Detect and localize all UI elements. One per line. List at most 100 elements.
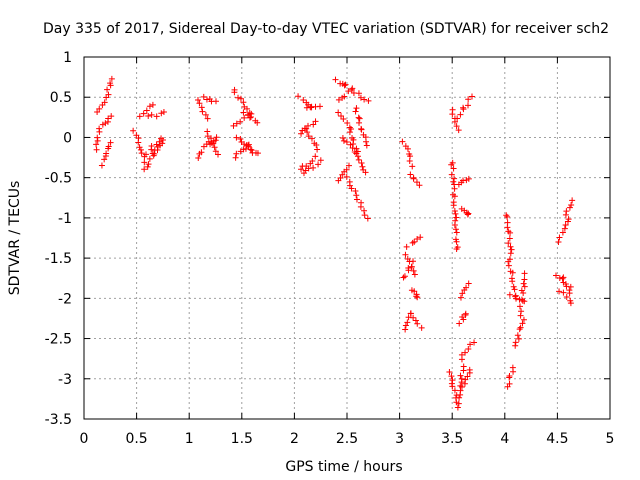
data-point bbox=[507, 250, 514, 257]
data-point bbox=[93, 141, 100, 148]
data-point bbox=[453, 246, 460, 253]
data-point bbox=[464, 373, 471, 380]
data-point bbox=[141, 166, 148, 173]
data-point bbox=[504, 224, 511, 231]
data-point bbox=[210, 140, 217, 147]
data-point bbox=[465, 175, 472, 182]
data-point bbox=[453, 238, 460, 245]
data-point bbox=[512, 342, 519, 349]
data-point bbox=[356, 119, 363, 126]
data-point bbox=[347, 141, 354, 148]
x-axis-label: GPS time / hours bbox=[285, 459, 402, 475]
data-point bbox=[462, 376, 469, 383]
data-point bbox=[453, 229, 460, 236]
data-point bbox=[339, 134, 346, 141]
data-point bbox=[520, 280, 527, 287]
data-point bbox=[353, 145, 360, 152]
data-point bbox=[103, 150, 110, 157]
data-point bbox=[138, 150, 145, 157]
data-point bbox=[449, 377, 456, 384]
data-point bbox=[566, 204, 573, 211]
data-point bbox=[335, 96, 342, 103]
data-point bbox=[244, 142, 251, 149]
axis-ticks: 0 0.5 1 1.5 2 2.5 3 3.5 4 4.5 5 1 0.5 0 -0.5 -1 -1.5 -2 -2… bbox=[45, 50, 615, 447]
data-point bbox=[563, 294, 570, 301]
data-point bbox=[365, 97, 372, 104]
data-point bbox=[407, 310, 414, 317]
data-point bbox=[96, 105, 103, 112]
data-point bbox=[404, 145, 411, 152]
data-point bbox=[200, 93, 207, 100]
data-point bbox=[310, 121, 317, 128]
data-point bbox=[102, 120, 109, 127]
data-point bbox=[409, 163, 416, 170]
data-point bbox=[105, 91, 112, 98]
data-point bbox=[136, 113, 143, 120]
data-point bbox=[412, 317, 419, 324]
data-point bbox=[506, 235, 513, 242]
data-point bbox=[560, 274, 567, 281]
data-point bbox=[237, 135, 244, 142]
data-point bbox=[141, 159, 148, 166]
data-point bbox=[93, 146, 100, 153]
data-point bbox=[414, 320, 421, 327]
data-point bbox=[357, 94, 364, 101]
data-point bbox=[154, 143, 161, 150]
data-point bbox=[463, 284, 470, 291]
data-point bbox=[233, 134, 240, 141]
data-point bbox=[94, 134, 101, 141]
data-point bbox=[562, 222, 569, 229]
data-point bbox=[194, 97, 201, 104]
data-point bbox=[241, 141, 248, 148]
data-point bbox=[353, 105, 360, 112]
data-point bbox=[355, 90, 362, 97]
data-point bbox=[241, 114, 248, 121]
x-tick-label: 0.5 bbox=[125, 431, 147, 447]
data-point bbox=[448, 161, 455, 168]
data-point bbox=[509, 364, 516, 371]
x-tick-label: 2.5 bbox=[336, 431, 358, 447]
data-point bbox=[212, 98, 219, 105]
data-point bbox=[98, 162, 105, 169]
data-point bbox=[345, 88, 352, 95]
data-point bbox=[108, 75, 115, 82]
data-point bbox=[456, 394, 463, 401]
data-point bbox=[158, 110, 165, 117]
data-point bbox=[303, 104, 310, 111]
y-tick-label: -1.5 bbox=[45, 251, 72, 267]
data-point bbox=[514, 332, 521, 339]
data-point bbox=[402, 322, 409, 329]
data-point bbox=[140, 110, 147, 117]
data-point bbox=[399, 138, 406, 145]
data-point bbox=[519, 297, 526, 304]
data-point bbox=[230, 122, 237, 129]
data-point bbox=[199, 108, 206, 115]
data-point bbox=[341, 82, 348, 89]
data-point bbox=[451, 185, 458, 192]
data-point bbox=[353, 192, 360, 199]
data-point bbox=[301, 125, 308, 132]
data-point bbox=[517, 324, 524, 331]
data-point bbox=[305, 165, 312, 172]
grid-lines bbox=[84, 57, 610, 419]
data-point bbox=[455, 400, 462, 407]
data-point bbox=[520, 290, 527, 297]
data-point bbox=[460, 104, 467, 111]
data-point bbox=[107, 80, 114, 87]
data-point bbox=[413, 293, 420, 300]
data-point bbox=[453, 214, 460, 221]
data-point bbox=[510, 283, 517, 290]
data-point bbox=[410, 267, 417, 274]
data-point bbox=[559, 229, 566, 236]
data-point bbox=[516, 303, 523, 310]
x-tick-label: 2 bbox=[290, 431, 299, 447]
y-axis-label: SDTVAR / TECUs bbox=[7, 181, 23, 296]
data-point bbox=[200, 143, 207, 150]
data-point bbox=[407, 171, 414, 178]
data-point bbox=[416, 182, 423, 189]
data-point bbox=[452, 210, 459, 217]
x-tick-label: 1.5 bbox=[231, 431, 253, 447]
data-point bbox=[418, 324, 425, 331]
data-point bbox=[569, 197, 576, 204]
data-point bbox=[462, 310, 469, 317]
